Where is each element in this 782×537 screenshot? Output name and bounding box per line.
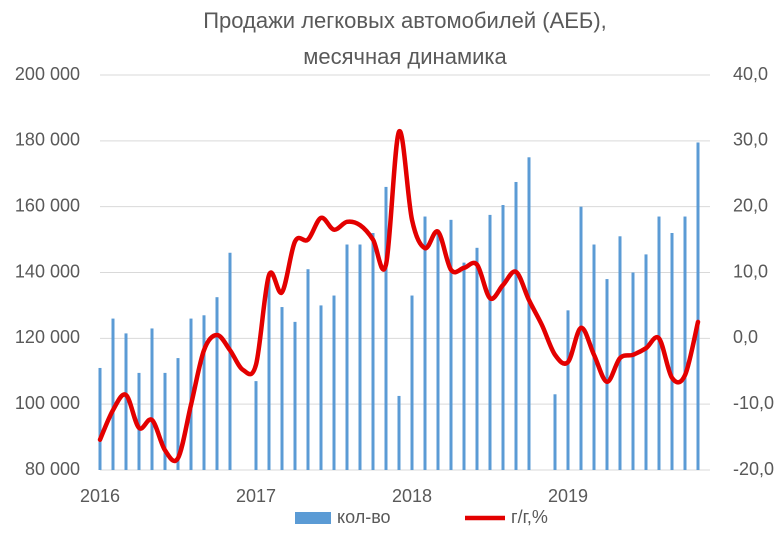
x-tick-label: 2016 xyxy=(80,486,120,506)
bar xyxy=(566,310,570,470)
bar xyxy=(462,262,466,470)
y2-tick-label: 30,0 xyxy=(733,130,768,150)
bar xyxy=(306,269,310,470)
bar xyxy=(345,244,349,470)
bar xyxy=(527,157,531,470)
y-tick-label: 160 000 xyxy=(15,195,80,215)
legend-label: г/г,% xyxy=(511,507,548,527)
y-tick-label: 80 000 xyxy=(25,459,80,479)
line xyxy=(97,129,701,464)
bar xyxy=(605,279,609,470)
bar xyxy=(696,142,700,470)
bar xyxy=(501,205,505,471)
bar xyxy=(384,186,388,470)
y2-tick-label: 0,0 xyxy=(733,327,758,347)
y2-tick-label: -10,0 xyxy=(733,393,774,413)
bar xyxy=(514,181,518,470)
bar xyxy=(436,229,440,470)
y2-tick-label: 20,0 xyxy=(733,195,768,215)
bar xyxy=(683,216,687,470)
y-tick-label: 100 000 xyxy=(15,393,80,413)
bar xyxy=(397,395,401,470)
bar xyxy=(189,318,193,470)
bar xyxy=(228,252,232,470)
bar xyxy=(267,279,271,470)
x-tick-label: 2018 xyxy=(392,486,432,506)
x-tick-label: 2017 xyxy=(236,486,276,506)
bar xyxy=(215,297,219,470)
bar xyxy=(176,358,180,470)
legend-swatch xyxy=(295,512,331,524)
bar xyxy=(163,372,167,470)
bar xyxy=(202,315,206,470)
bar xyxy=(644,254,648,470)
bar xyxy=(579,206,583,470)
legend-label: кол-во xyxy=(337,507,391,527)
bar xyxy=(670,233,674,470)
bar xyxy=(124,333,128,470)
bar xyxy=(358,244,362,470)
y-tick-label: 120 000 xyxy=(15,327,80,347)
bar xyxy=(475,247,479,470)
bar xyxy=(618,236,622,470)
bar xyxy=(631,272,635,470)
chart-title: месячная динамика xyxy=(303,44,507,69)
bar xyxy=(410,295,414,470)
y2-tick-label: -20,0 xyxy=(733,459,774,479)
bar xyxy=(150,328,154,470)
y-tick-label: 180 000 xyxy=(15,130,80,150)
bar xyxy=(280,307,284,470)
bar xyxy=(319,305,323,470)
bar xyxy=(553,394,557,470)
y2-tick-label: 10,0 xyxy=(733,261,768,281)
bar xyxy=(488,214,492,470)
bar xyxy=(98,367,102,470)
bar xyxy=(371,233,375,470)
bar xyxy=(449,219,453,470)
bar xyxy=(293,321,297,470)
bar xyxy=(423,216,427,470)
y-tick-label: 200 000 xyxy=(15,64,80,84)
bar xyxy=(254,381,258,470)
bar xyxy=(111,318,115,470)
chart-title: Продажи легковых автомобилей (АЕБ), xyxy=(203,8,607,33)
bar xyxy=(137,372,141,470)
x-tick-label: 2019 xyxy=(548,486,588,506)
y2-tick-label: 40,0 xyxy=(733,64,768,84)
bar xyxy=(332,295,336,470)
y-tick-label: 140 000 xyxy=(15,261,80,281)
